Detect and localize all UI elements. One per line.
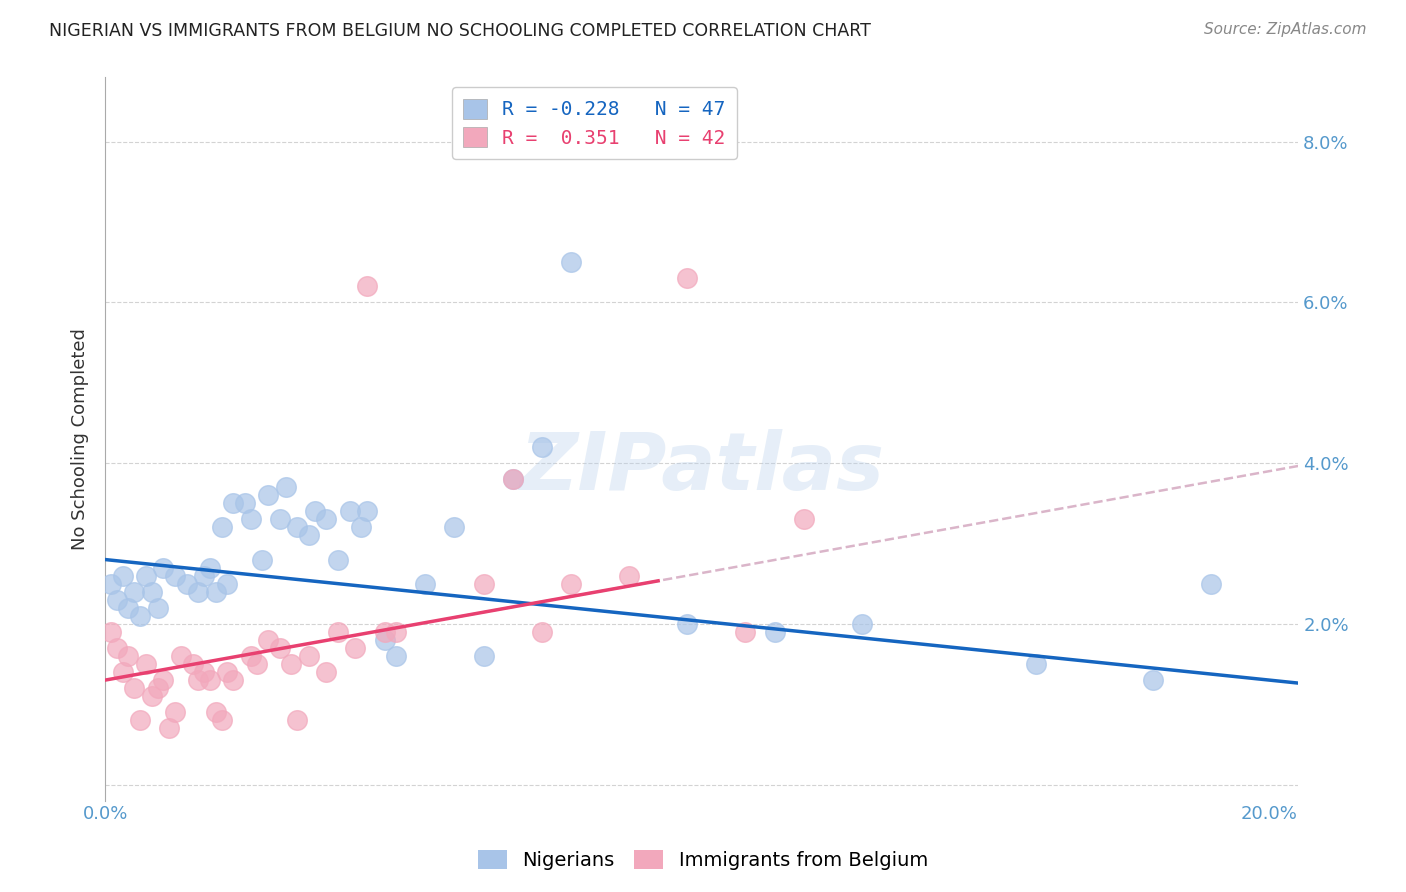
Point	[217, 576, 239, 591]
Point	[763, 624, 786, 639]
Point	[285, 520, 308, 534]
Text: Source: ZipAtlas.com: Source: ZipAtlas.com	[1204, 22, 1367, 37]
Point	[152, 560, 174, 574]
Point	[326, 552, 349, 566]
Point	[502, 472, 524, 486]
Point	[851, 616, 873, 631]
Point	[152, 673, 174, 687]
Point	[124, 584, 146, 599]
Point	[129, 608, 152, 623]
Point	[193, 665, 215, 679]
Point	[793, 512, 815, 526]
Point	[181, 657, 204, 671]
Point	[239, 512, 262, 526]
Point	[211, 713, 233, 727]
Point	[676, 616, 699, 631]
Point	[385, 624, 408, 639]
Point	[135, 657, 157, 671]
Text: ZIPatlas: ZIPatlas	[519, 429, 884, 507]
Point	[111, 665, 134, 679]
Point	[239, 648, 262, 663]
Point	[211, 520, 233, 534]
Point	[315, 512, 337, 526]
Point	[285, 713, 308, 727]
Point	[135, 568, 157, 582]
Point	[350, 520, 373, 534]
Point	[443, 520, 465, 534]
Point	[269, 512, 291, 526]
Point	[274, 480, 297, 494]
Point	[245, 657, 267, 671]
Point	[165, 705, 187, 719]
Point	[374, 632, 396, 647]
Point	[502, 472, 524, 486]
Point	[1142, 673, 1164, 687]
Point	[472, 576, 495, 591]
Y-axis label: No Schooling Completed: No Schooling Completed	[72, 328, 89, 550]
Point	[385, 648, 408, 663]
Point	[198, 560, 221, 574]
Point	[198, 673, 221, 687]
Point	[298, 528, 321, 542]
Point	[187, 673, 209, 687]
Point	[415, 576, 437, 591]
Point	[1025, 657, 1047, 671]
Point	[356, 504, 378, 518]
Point	[560, 576, 582, 591]
Point	[124, 681, 146, 695]
Point	[217, 665, 239, 679]
Point	[117, 648, 139, 663]
Point	[326, 624, 349, 639]
Point	[304, 504, 326, 518]
Point	[100, 624, 122, 639]
Point	[204, 584, 226, 599]
Point	[344, 640, 367, 655]
Point	[170, 648, 193, 663]
Point	[204, 705, 226, 719]
Point	[298, 648, 321, 663]
Point	[356, 279, 378, 293]
Point	[233, 496, 256, 510]
Point	[222, 496, 245, 510]
Point	[560, 255, 582, 269]
Point	[374, 624, 396, 639]
Point	[257, 632, 280, 647]
Point	[165, 568, 187, 582]
Point	[339, 504, 361, 518]
Point	[187, 584, 209, 599]
Point	[141, 584, 163, 599]
Point	[280, 657, 302, 671]
Point	[252, 552, 274, 566]
Text: NIGERIAN VS IMMIGRANTS FROM BELGIUM NO SCHOOLING COMPLETED CORRELATION CHART: NIGERIAN VS IMMIGRANTS FROM BELGIUM NO S…	[49, 22, 872, 40]
Point	[472, 648, 495, 663]
Legend: R = -0.228   N = 47, R =  0.351   N = 42: R = -0.228 N = 47, R = 0.351 N = 42	[451, 87, 737, 160]
Point	[1199, 576, 1222, 591]
Point	[257, 488, 280, 502]
Point	[269, 640, 291, 655]
Point	[146, 681, 169, 695]
Point	[111, 568, 134, 582]
Point	[176, 576, 198, 591]
Point	[117, 600, 139, 615]
Point	[105, 592, 128, 607]
Point	[141, 689, 163, 703]
Legend: Nigerians, Immigrants from Belgium: Nigerians, Immigrants from Belgium	[470, 842, 936, 878]
Point	[105, 640, 128, 655]
Point	[315, 665, 337, 679]
Point	[676, 271, 699, 285]
Point	[530, 624, 553, 639]
Point	[129, 713, 152, 727]
Point	[157, 721, 180, 735]
Point	[146, 600, 169, 615]
Point	[193, 568, 215, 582]
Point	[100, 576, 122, 591]
Point	[530, 440, 553, 454]
Point	[617, 568, 640, 582]
Point	[222, 673, 245, 687]
Point	[734, 624, 756, 639]
